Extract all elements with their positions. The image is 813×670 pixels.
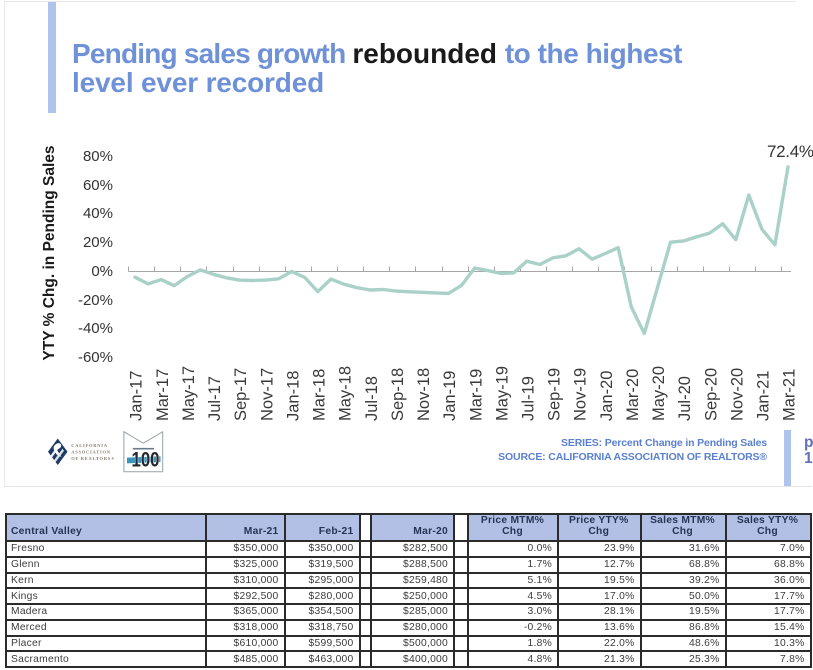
svg-text:OF REALTORS®: OF REALTORS® [71,456,115,461]
svg-text:-60%: -60% [78,349,113,366]
svg-text:May-18: May-18 [337,366,355,421]
svg-text:Jan-20: Jan-20 [598,371,616,421]
svg-text:Jul-20: Jul-20 [676,376,694,421]
svg-text:Mar-20: Mar-20 [624,369,642,421]
svg-text:Nov-19: Nov-19 [572,368,590,421]
svg-text:100: 100 [132,448,160,471]
svg-text:Mar-18: Mar-18 [311,369,329,421]
svg-text:Sep-17: Sep-17 [232,368,250,421]
svg-text:Sep-20: Sep-20 [702,368,720,421]
svg-text:CALIFORNIA: CALIFORNIA [71,443,108,448]
svg-text:Sep-18: Sep-18 [389,368,407,421]
svg-text:YTY % Chg. in Pending Sales: YTY % Chg. in Pending Sales [41,145,58,360]
svg-text:Sep-19: Sep-19 [546,368,564,421]
svg-text:Mar-21: Mar-21 [781,369,799,421]
svg-text:-40%: -40% [78,320,113,337]
svg-text:20%: 20% [83,234,113,251]
svg-text:-20%: -20% [78,292,113,309]
svg-text:Nov-18: Nov-18 [415,368,433,421]
svg-text:Nov-20: Nov-20 [729,368,747,421]
svg-text:Jan-21: Jan-21 [755,371,773,421]
svg-text:60%: 60% [83,177,113,194]
svg-text:Jul-18: Jul-18 [363,376,381,421]
svg-text:40%: 40% [83,205,113,222]
svg-text:Mar-19: Mar-19 [467,369,485,421]
svg-text:Jul-17: Jul-17 [206,376,224,421]
svg-text:May-19: May-19 [493,366,511,421]
svg-text:0%: 0% [91,263,113,280]
svg-text:Jan-18: Jan-18 [284,371,302,421]
svg-text:May-17: May-17 [180,366,198,421]
svg-text:ASSOCIATION: ASSOCIATION [71,450,110,455]
svg-text:May-20: May-20 [650,366,668,421]
svg-text:Jan-19: Jan-19 [441,371,459,421]
svg-text:Nov-17: Nov-17 [258,368,276,421]
svg-text:Jul-19: Jul-19 [520,376,538,421]
svg-text:80%: 80% [83,148,113,165]
svg-text:Mar-17: Mar-17 [154,369,172,421]
svg-text:Jan-17: Jan-17 [128,371,146,421]
